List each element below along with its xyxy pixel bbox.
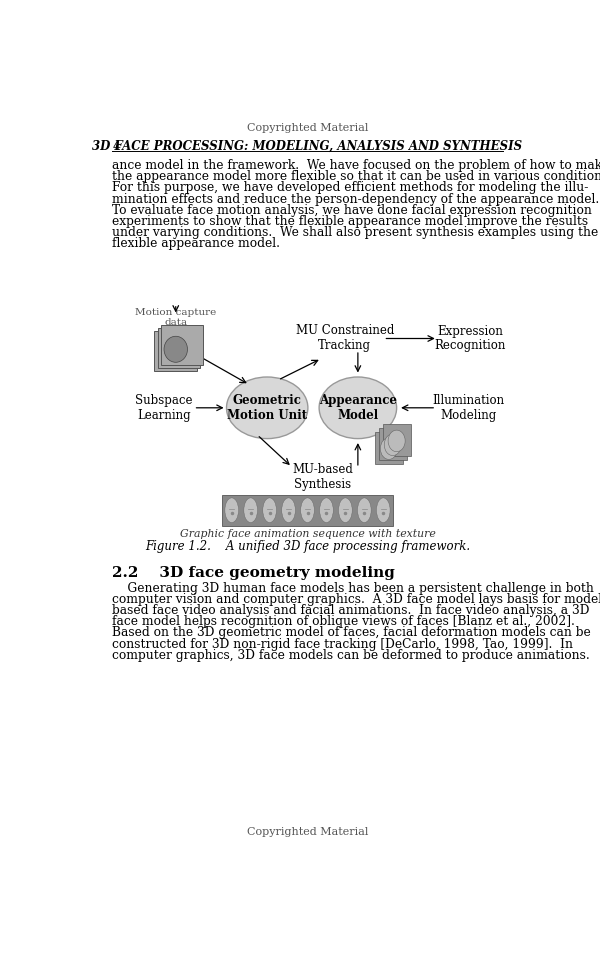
Text: MU Constrained
Tracking: MU Constrained Tracking bbox=[296, 324, 394, 352]
Ellipse shape bbox=[301, 498, 314, 522]
Text: Based on the 3D geometric model of faces, facial deformation models can be: Based on the 3D geometric model of faces… bbox=[112, 627, 591, 639]
Ellipse shape bbox=[164, 336, 187, 362]
Text: Figure 1.2.    A unified 3D face processing framework.: Figure 1.2. A unified 3D face processing… bbox=[145, 540, 470, 553]
Ellipse shape bbox=[384, 434, 401, 456]
FancyBboxPatch shape bbox=[379, 428, 407, 460]
Ellipse shape bbox=[282, 498, 295, 522]
Text: face model helps recognition of oblique views of faces [Blanz et al., 2002].: face model helps recognition of oblique … bbox=[112, 615, 575, 628]
Text: MU-based
Synthesis: MU-based Synthesis bbox=[293, 463, 353, 492]
Ellipse shape bbox=[376, 498, 390, 522]
Text: flexible appearance model.: flexible appearance model. bbox=[112, 237, 280, 251]
Ellipse shape bbox=[338, 498, 352, 522]
Ellipse shape bbox=[263, 498, 277, 522]
Text: computer graphics, 3D face models can be deformed to produce animations.: computer graphics, 3D face models can be… bbox=[112, 649, 590, 661]
Text: Subspace
Learning: Subspace Learning bbox=[136, 394, 193, 421]
Text: Expression
Recognition: Expression Recognition bbox=[434, 324, 506, 352]
Text: experiments to show that the flexible appearance model improve the results: experiments to show that the flexible ap… bbox=[112, 215, 589, 228]
Text: Motion capture
data: Motion capture data bbox=[135, 307, 217, 327]
Ellipse shape bbox=[388, 430, 405, 452]
Text: Copyrighted Material: Copyrighted Material bbox=[247, 123, 368, 132]
Text: Appearance
Model: Appearance Model bbox=[319, 394, 397, 421]
Text: ance model in the framework.  We have focused on the problem of how to make: ance model in the framework. We have foc… bbox=[112, 159, 600, 172]
FancyBboxPatch shape bbox=[154, 331, 197, 371]
FancyBboxPatch shape bbox=[375, 432, 403, 464]
Text: Graphic face animation sequence with texture: Graphic face animation sequence with tex… bbox=[179, 529, 436, 539]
Text: Geometric
Motion Unit: Geometric Motion Unit bbox=[227, 394, 307, 421]
Text: constructed for 3D non-rigid face tracking [DeCarlo, 1998, Tao, 1999].  In: constructed for 3D non-rigid face tracki… bbox=[112, 637, 573, 651]
Text: For this purpose, we have developed efficient methods for modeling the illu-: For this purpose, we have developed effi… bbox=[112, 181, 589, 195]
Ellipse shape bbox=[319, 377, 397, 439]
Text: Generating 3D human face models has been a persistent challenge in both: Generating 3D human face models has been… bbox=[112, 582, 594, 595]
Ellipse shape bbox=[225, 498, 239, 522]
Text: 2.2    3D face geometry modeling: 2.2 3D face geometry modeling bbox=[112, 565, 395, 580]
FancyBboxPatch shape bbox=[222, 494, 393, 526]
Ellipse shape bbox=[320, 498, 333, 522]
Text: 3D FACE PROCESSING: MODELING, ANALYSIS AND SYNTHESIS: 3D FACE PROCESSING: MODELING, ANALYSIS A… bbox=[92, 140, 523, 153]
Text: 4: 4 bbox=[112, 140, 120, 153]
Text: computer vision and computer graphics.  A 3D face model lays basis for model-: computer vision and computer graphics. A… bbox=[112, 593, 600, 606]
FancyBboxPatch shape bbox=[383, 424, 410, 456]
Ellipse shape bbox=[380, 438, 397, 460]
Ellipse shape bbox=[358, 498, 371, 522]
Text: Copyrighted Material: Copyrighted Material bbox=[247, 828, 368, 837]
FancyBboxPatch shape bbox=[158, 327, 200, 368]
Text: based face video analysis and facial animations.  In face video analysis, a 3D: based face video analysis and facial ani… bbox=[112, 604, 590, 617]
FancyBboxPatch shape bbox=[161, 324, 203, 365]
Ellipse shape bbox=[227, 377, 308, 439]
Text: To evaluate face motion analysis, we have done facial expression recognition: To evaluate face motion analysis, we hav… bbox=[112, 204, 592, 217]
Text: the appearance model more flexible so that it can be used in various conditions.: the appearance model more flexible so th… bbox=[112, 170, 600, 183]
Text: mination effects and reduce the person-dependency of the appearance model.: mination effects and reduce the person-d… bbox=[112, 193, 599, 205]
Text: under varying conditions.  We shall also present synthesis examples using the: under varying conditions. We shall also … bbox=[112, 227, 598, 239]
Ellipse shape bbox=[244, 498, 257, 522]
Text: Illumination
Modeling: Illumination Modeling bbox=[433, 394, 505, 421]
